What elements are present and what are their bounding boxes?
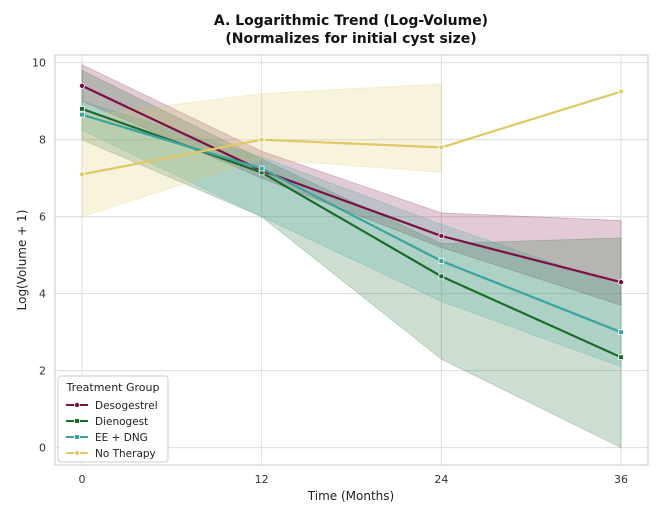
y-tick-label: 6 — [39, 211, 46, 224]
ee-dng-line — [81, 113, 622, 334]
series-lines — [81, 84, 622, 359]
dienogest-confidence-band — [81, 69, 622, 449]
legend-items: Desogestrel Dienogest EE + DNG No Therapy — [66, 400, 158, 460]
no-therapy-point — [437, 143, 446, 152]
y-tick-label: 0 — [39, 442, 46, 455]
legend-label-dienogest: Dienogest — [95, 416, 148, 428]
legend-box — [57, 375, 169, 463]
legend-marker-ee-dng — [74, 434, 80, 440]
ee-dng-point — [438, 258, 445, 264]
series-markers — [78, 82, 625, 361]
desogestrel-line — [81, 84, 622, 284]
desogestrel-confidence-band — [81, 63, 622, 306]
legend-title: Treatment Group — [66, 381, 160, 394]
x-tick-label: 12 — [255, 473, 269, 486]
legend-label-ee-dng: EE + DNG — [95, 432, 148, 444]
y-tick-label: 10 — [32, 57, 46, 70]
ee-dng-point — [79, 111, 85, 118]
legend-marker-no-therapy — [73, 449, 81, 457]
no-therapy-point — [257, 135, 266, 144]
dienogest-point — [438, 273, 445, 280]
x-tick-label: 24 — [434, 473, 448, 486]
legend-label-no-therapy: No Therapy — [95, 448, 156, 460]
no-therapy-line — [81, 90, 622, 176]
y-axis-label: Log(Volume + 1) — [15, 210, 29, 311]
ee-dng-point — [258, 165, 265, 172]
x-axis-label: Time (Months) — [307, 489, 394, 503]
dienogest-point — [618, 354, 624, 361]
confidence-bands — [81, 63, 622, 449]
no-therapy-confidence-band — [81, 83, 442, 218]
x-tick-label: 0 — [78, 473, 85, 486]
legend-label-desogestrel: Desogestrel — [95, 400, 158, 412]
y-tick-label: 2 — [39, 365, 46, 378]
no-therapy-point — [617, 87, 625, 96]
dienogest-point — [79, 106, 85, 112]
x-tick-label: 36 — [614, 473, 628, 486]
ee-dng-point — [618, 329, 624, 335]
grid-layer — [55, 55, 648, 465]
ee-dng-confidence-band — [81, 100, 622, 368]
chart-title: A. Logarithmic Trend (Log-Volume) — [214, 13, 488, 29]
desogestrel-point — [78, 82, 85, 89]
legend: Treatment Group Desogestrel Dienogest EE +… — [57, 375, 169, 463]
no-therapy-point — [78, 170, 86, 179]
chart-subtitle: (Normalizes for initial cyst size) — [225, 31, 476, 47]
y-tick-label: 8 — [39, 134, 46, 147]
legend-marker-desogestrel — [74, 401, 81, 408]
legend-marker-dienogest — [74, 418, 80, 424]
desogestrel-point — [438, 232, 445, 239]
y-tick-label: 4 — [39, 288, 46, 301]
desogestrel-point — [618, 279, 625, 286]
